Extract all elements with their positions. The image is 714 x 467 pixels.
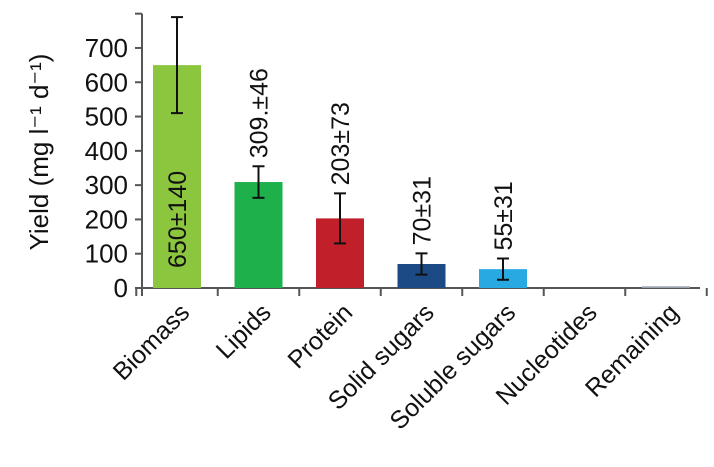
y-tick-label: 500 — [85, 102, 128, 132]
data-label: 70±31 — [409, 176, 437, 245]
y-tick-label: 300 — [85, 170, 128, 200]
y-axis-label: Yield (mg l⁻¹ d⁻¹) — [24, 54, 54, 251]
chart-bars — [153, 16, 690, 289]
data-label: 55±31 — [490, 181, 518, 250]
chart-axes: 0 100 200 300 400 500 600 700 — [85, 12, 708, 303]
y-tick-label: 100 — [85, 239, 128, 269]
y-tick-label: 0 — [114, 273, 128, 303]
x-tick-label: Biomass — [108, 298, 196, 386]
y-tick-label: 600 — [85, 67, 128, 97]
x-tick-label: Lipids — [211, 298, 277, 364]
bar-remaining — [642, 286, 690, 288]
y-tick-label: 400 — [85, 136, 128, 166]
y-tick-label: 200 — [85, 204, 128, 234]
bar-lipids — [234, 182, 283, 288]
data-label: 650±140 — [164, 171, 192, 268]
x-tick-label: Protein — [282, 298, 358, 374]
y-tick-label: 700 — [85, 33, 128, 63]
data-label: 203±73 — [327, 102, 355, 185]
data-label: 309.±46 — [246, 68, 274, 158]
